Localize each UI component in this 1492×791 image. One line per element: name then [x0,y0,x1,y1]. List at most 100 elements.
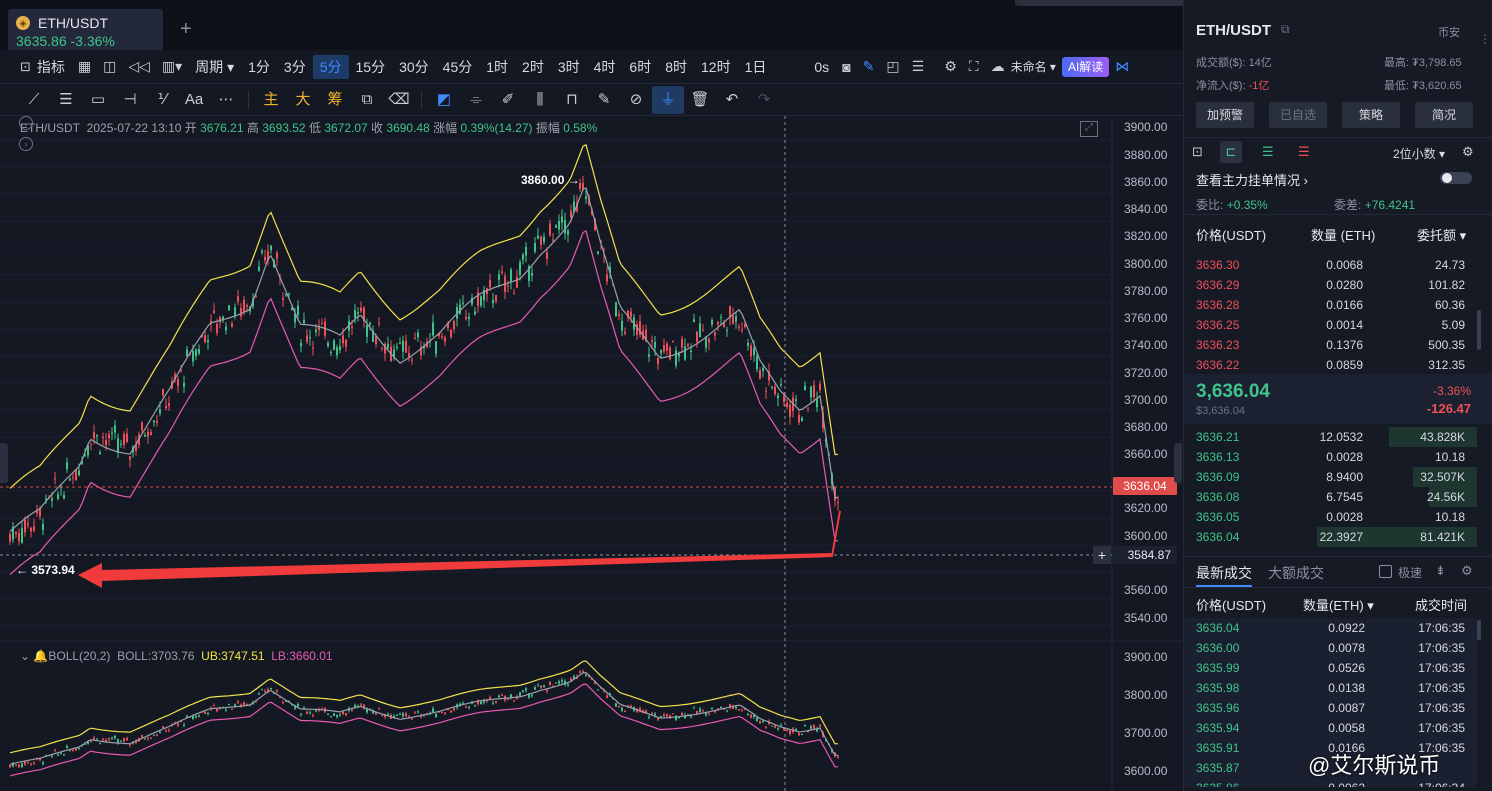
ask-row[interactable]: 3636.22 0.0859 312.35 [1184,355,1477,375]
ask-row[interactable]: 3636.23 0.1376 500.35 [1184,335,1477,355]
ask-row[interactable]: 3636.28 0.0166 60.36 [1184,295,1477,315]
period-2h[interactable]: 2时 [522,58,544,75]
eye-icon[interactable]: ⌄ [20,649,31,663]
bell-icon[interactable]: 🔔 [33,649,49,663]
strategy-button[interactable]: 策略 [1342,102,1400,128]
period-3h[interactable]: 3时 [557,58,580,75]
period-4h[interactable]: 4时 [593,58,616,75]
indicator-button[interactable]: 指标 [36,58,65,75]
settings-icon[interactable]: ⚙ [944,58,957,74]
chip-button[interactable]: 筹 [327,90,343,108]
redo-icon[interactable]: ↷ [757,90,771,108]
book-both-icon[interactable]: ⊡ [1192,144,1203,159]
ai-analysis-button[interactable]: AI解读 [1061,56,1110,77]
left-panel-handle[interactable] [0,443,8,483]
book-settings-icon[interactable]: ⚙ [1462,144,1474,159]
more-icon[interactable]: ⋯ [218,90,234,108]
list-icon[interactable]: ☰ [911,58,925,74]
filter-icon[interactable]: ⏚ [652,85,684,114]
calendar-icon[interactable]: ▦ [77,58,92,74]
select-icon[interactable]: ◩ [436,90,452,108]
watchlist-button[interactable]: 已自选 [1269,102,1327,128]
collapse-icon[interactable]: › [19,137,33,151]
trades-settings-icon[interactable]: ⚙ [1461,563,1473,578]
refresh-interval[interactable]: 0s [814,58,830,75]
trendline-icon[interactable]: ⟋ [28,90,40,108]
ruler-icon[interactable]: ⌯ [469,90,482,108]
magnet-icon[interactable]: ⧉ [361,90,373,108]
ask-row[interactable]: 3636.29 0.0280 101.82 [1184,275,1477,295]
overview-button[interactable]: 简况 [1415,102,1473,128]
bid-row[interactable]: 3636.21 12.0532 43.828K [1184,427,1477,447]
camera-icon[interactable]: ◙ [842,58,851,75]
tab-large-trades[interactable]: 大额成交 [1268,565,1324,581]
large-order-button[interactable]: 大 [295,90,311,108]
layout-name-dropdown[interactable]: 未命名 ▾ [1010,59,1056,74]
period-dropdown[interactable]: 周期 ▾ [195,58,235,75]
undo-icon[interactable]: ↶ [725,90,739,108]
period-5m[interactable]: 5分 [312,54,349,79]
draw-icon[interactable]: ◰ [886,58,900,74]
period-1h[interactable]: 1时 [486,58,509,75]
brush-icon[interactable]: ✐ [501,90,515,108]
link-icon[interactable]: ⊘ [629,90,643,108]
indicator-icon[interactable]: ⊡ [20,58,31,74]
book-asks-icon[interactable]: ☰ [1298,144,1310,159]
note-icon[interactable]: ✎ [597,90,611,108]
tab-latest-trades[interactable]: 最新成交 [1196,565,1252,581]
toggle-icon[interactable]: ⌄ [19,116,33,130]
replay-icon[interactable]: ◁◁ [128,58,150,74]
ask-row[interactable]: 3636.30 0.0068 24.73 [1184,255,1477,275]
chart-type-icon[interactable]: ▥▾ [161,58,183,74]
bid-row[interactable]: 3636.05 0.0028 10.18 [1184,507,1477,527]
trash-icon[interactable]: 🗑 [690,90,710,108]
period-1m[interactable]: 1分 [248,58,270,75]
candles-icon[interactable]: ⫼ [536,90,544,108]
book-bids-icon[interactable]: ☰ [1262,144,1274,159]
trades-scrollbar[interactable] [1477,620,1481,640]
expand-icon[interactable]: ⤢ [1080,121,1098,137]
main-orders-toggle[interactable] [1440,172,1472,184]
lock-icon[interactable]: ⊓ [566,90,578,108]
bid-row[interactable]: 3636.04 22.3927 81.421K [1184,527,1477,547]
share-icon[interactable]: ⋈ [1115,58,1130,74]
trade-header-qty[interactable]: 数量(ETH) ▾ [1303,598,1374,613]
add-tab-icon[interactable]: + [180,18,192,40]
bid-row[interactable]: 3636.09 8.9400 32.507K [1184,467,1477,487]
crosshair-add-icon[interactable]: + [1093,546,1111,564]
right-panel-handle[interactable] [1174,443,1182,483]
pen-icon[interactable]: ✎ [862,58,875,74]
period-8h[interactable]: 8时 [665,58,688,75]
bid-row[interactable]: 3636.13 0.0028 10.18 [1184,447,1477,467]
hline-icon[interactable]: ⊣ [123,90,137,108]
period-6h[interactable]: 6时 [629,58,652,75]
add-alert-button[interactable]: 加预警 [1196,102,1254,128]
ob-header-amount[interactable]: 委托额 ▾ [1417,228,1467,243]
period-15m[interactable]: 15分 [355,58,386,75]
fast-checkbox[interactable] [1379,565,1392,578]
price-chart[interactable] [0,116,1182,791]
main-force-button[interactable]: 主 [263,90,279,108]
period-45m[interactable]: 45分 [442,58,473,75]
bid-row[interactable]: 3636.08 6.7545 24.56K [1184,487,1477,507]
cloud-icon[interactable]: ☁ [990,58,1005,74]
trades-filter-icon[interactable]: ⇟ [1435,563,1446,578]
top-search-bar[interactable] [1015,0,1185,6]
rectangle-icon[interactable]: ▭ [90,90,106,108]
fullscreen-icon[interactable]: ⛶ [968,58,979,74]
orderbook-scrollbar[interactable] [1477,310,1481,350]
copy-icon[interactable]: ⧉ [1281,22,1290,36]
main-orders-link[interactable]: 查看主力挂单情况 › [1196,173,1308,188]
period-3m[interactable]: 3分 [283,58,306,75]
tab-eth-usdt[interactable]: ◈ ETH/USDT 3635.86 -3.36% [8,9,163,50]
layout-icon[interactable]: ◫ [103,58,117,74]
ask-row[interactable]: 3636.25 0.0014 5.09 [1184,315,1477,335]
book-split-icon[interactable]: ⊏ [1220,141,1242,163]
period-30m[interactable]: 30分 [399,58,429,75]
fib-icon[interactable]: ⅟ [157,90,167,108]
period-1d[interactable]: 1日 [744,58,767,75]
panel-more-icon[interactable]: ⋮ [1479,32,1491,46]
eraser-icon[interactable]: ⌫ [388,90,410,108]
decimals-dropdown[interactable]: 2位小数 ▾ [1393,147,1446,161]
period-12h[interactable]: 12时 [701,58,731,75]
